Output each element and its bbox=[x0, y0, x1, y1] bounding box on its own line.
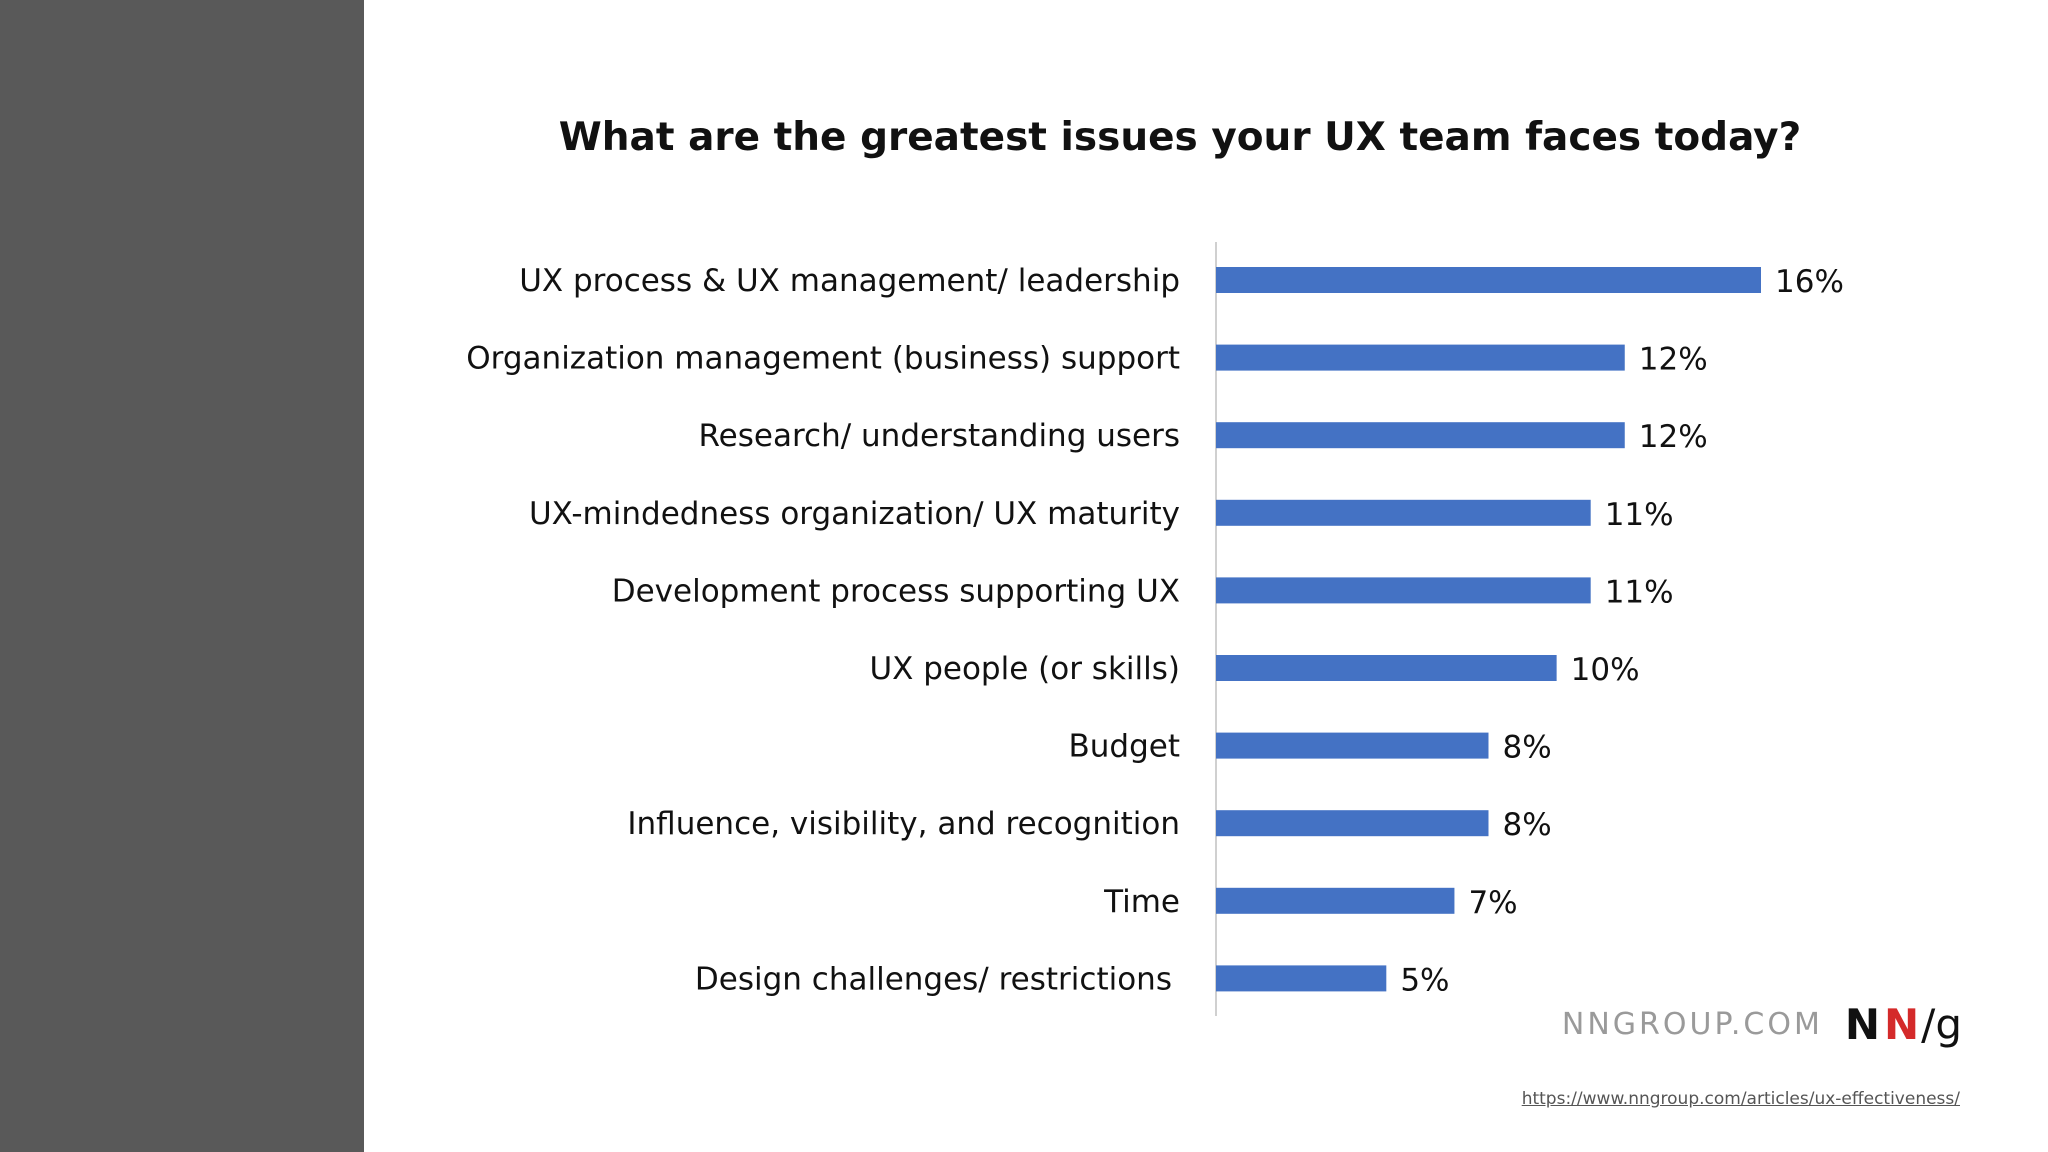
data-label: 7% bbox=[1468, 885, 1517, 921]
category-label: Time bbox=[1103, 884, 1180, 920]
data-label: 10% bbox=[1571, 652, 1640, 688]
bar bbox=[1216, 655, 1557, 681]
chart-title: What are the greatest issues your UX tea… bbox=[559, 115, 1801, 160]
data-label: 12% bbox=[1639, 342, 1708, 378]
sidebar-panel bbox=[0, 0, 364, 1152]
site-name: NNGROUP.COM bbox=[1561, 1007, 1823, 1042]
category-label: Budget bbox=[1069, 729, 1181, 765]
logo-letter-n: N bbox=[1844, 1000, 1881, 1049]
bar bbox=[1216, 810, 1489, 837]
nng-logo: N N / g bbox=[1845, 1000, 1962, 1049]
bar bbox=[1216, 344, 1625, 371]
data-label: 5% bbox=[1400, 962, 1449, 998]
category-label: UX-mindedness organization/ UX maturity bbox=[529, 496, 1180, 532]
logo-letter-n-red: N bbox=[1884, 1000, 1920, 1049]
category-label: Research/ understanding users bbox=[699, 418, 1180, 454]
category-label: UX process & UX management/ leadership bbox=[519, 263, 1180, 299]
logo-slash: / bbox=[1921, 1000, 1936, 1049]
bar bbox=[1216, 887, 1455, 914]
bars-group: UX process & UX management/ leadership 16… bbox=[466, 263, 1844, 998]
data-label: 11% bbox=[1605, 574, 1674, 610]
category-label: Organization management (business) suppo… bbox=[466, 341, 1180, 377]
category-label: UX people (or skills) bbox=[869, 651, 1180, 687]
data-label: 16% bbox=[1775, 264, 1844, 300]
data-label: 8% bbox=[1503, 730, 1552, 766]
category-label: Influence, visibility, and recognition bbox=[627, 806, 1180, 842]
bar bbox=[1216, 577, 1591, 604]
category-label: Design challenges/ restrictions bbox=[695, 961, 1172, 997]
bar bbox=[1216, 965, 1387, 992]
data-label: 12% bbox=[1639, 419, 1708, 455]
bar bbox=[1216, 732, 1489, 759]
bar bbox=[1216, 499, 1591, 526]
data-label: 8% bbox=[1503, 807, 1552, 843]
category-label: Development process supporting UX bbox=[612, 573, 1180, 609]
source-link[interactable]: https://www.nngroup.com/articles/ux-effe… bbox=[1521, 1089, 1960, 1109]
logo-letter-g: g bbox=[1935, 1000, 1962, 1049]
data-label: 11% bbox=[1605, 497, 1674, 533]
brand-block: NNGROUP.COM N N / g bbox=[1562, 1000, 1962, 1049]
bar bbox=[1216, 267, 1761, 293]
bar bbox=[1216, 422, 1625, 449]
